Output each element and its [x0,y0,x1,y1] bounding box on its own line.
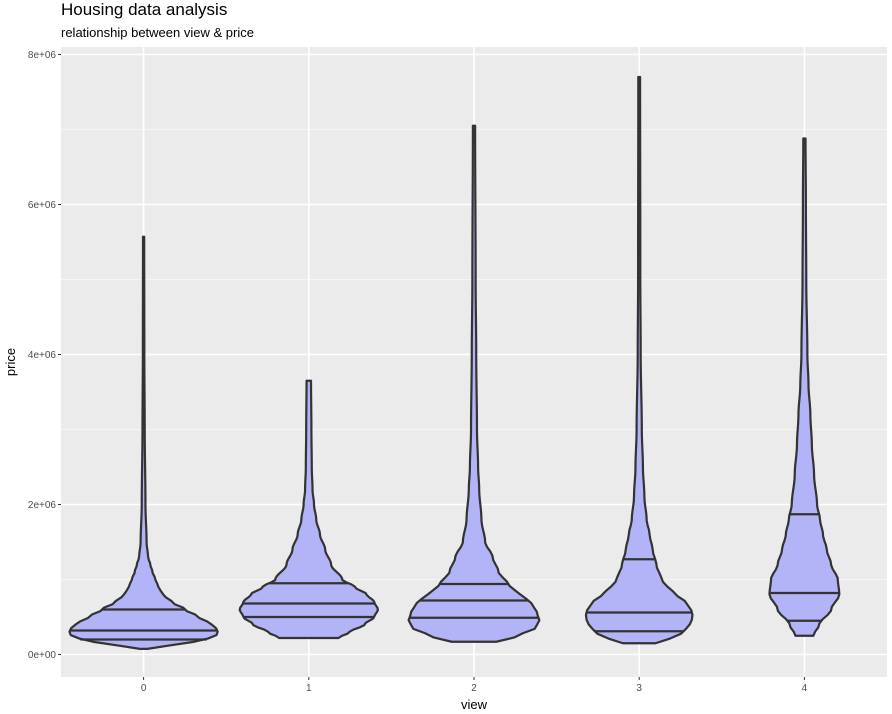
x-tick-label: 2 [471,683,477,694]
chart-title: Housing data analysis [61,0,228,19]
x-tick-label: 4 [802,683,808,694]
violin-2 [407,124,541,643]
y-tick-label: 6e+06 [28,200,57,211]
y-tick-label: 8e+06 [28,50,57,61]
violins [68,75,841,650]
violin-4 [768,137,841,637]
x-tick-label: 3 [636,683,642,694]
y-tick-label: 2e+06 [28,500,57,511]
y-tick-labels: 0e+00 2e+06 4e+06 6e+06 8e+06 [28,50,61,661]
violin-0 [68,235,219,650]
y-tick-label: 0e+00 [28,650,57,661]
x-axis-title: view [461,697,488,712]
y-axis-title: price [3,348,18,376]
chart-subtitle: relationship between view & price [61,25,254,40]
violin-1 [238,379,379,640]
y-tick-label: 4e+06 [28,350,57,361]
x-tick-label: 1 [306,683,312,694]
violin-3 [584,75,694,645]
x-tick-labels: 0 1 2 3 4 [141,677,808,694]
x-tick-label: 0 [141,683,147,694]
